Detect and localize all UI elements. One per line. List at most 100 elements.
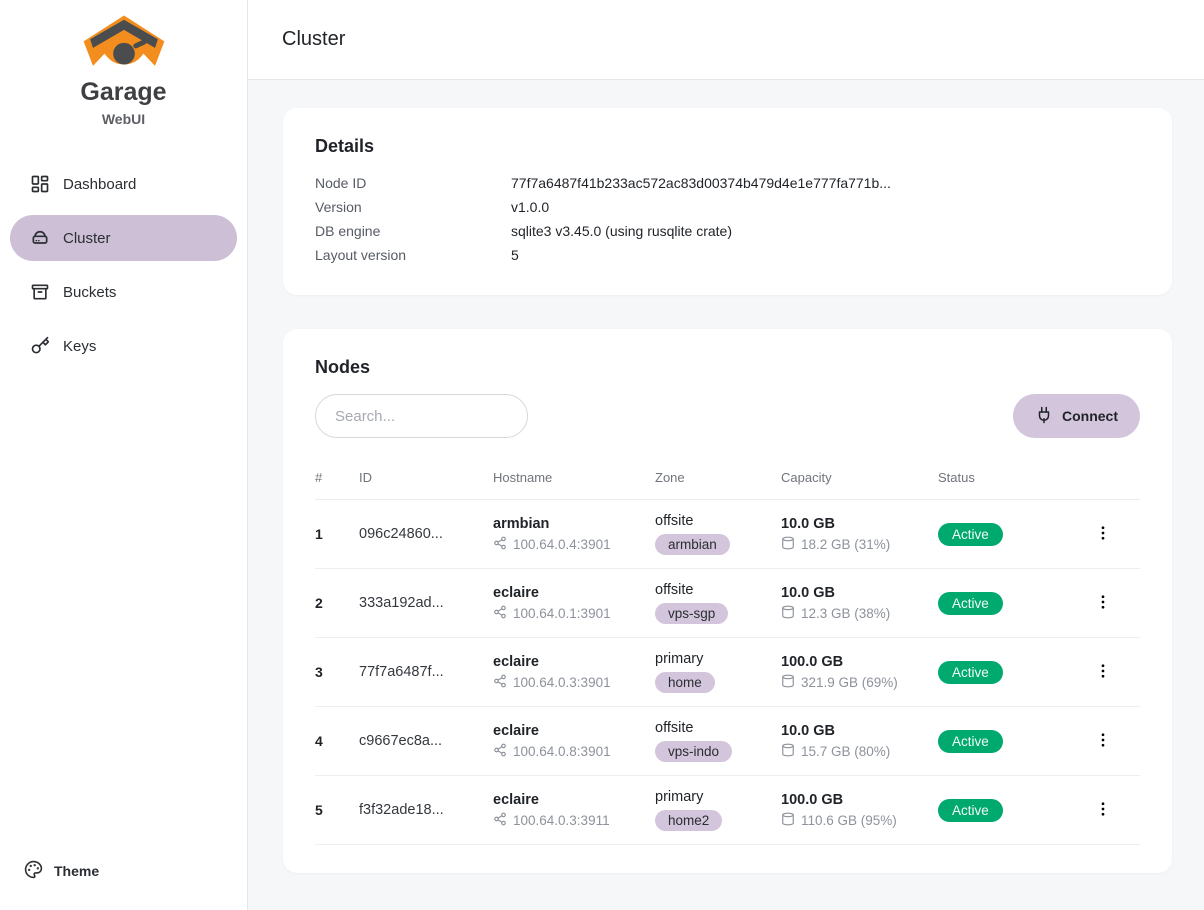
hostname-cell: eclaire 100.64.0.3:3901 [493,654,655,691]
sidebar-item-label: Dashboard [63,175,137,193]
detail-row-db-engine: DB engine sqlite3 v3.45.0 (using rusqlit… [315,219,1140,243]
sidebar: Garage WebUI Dashboard Cluster Buckets [0,0,248,910]
theme-label: Theme [54,863,100,879]
detail-label: Layout version [315,247,407,263]
capacity-value: 10.0 GB [781,584,835,601]
detail-label: Version [315,199,362,215]
ellipsis-vertical-icon [1094,593,1112,614]
theme-button[interactable]: Theme [10,850,113,892]
archive-icon [30,282,50,302]
zone-cell: offsite vps-indo [655,720,781,762]
capacity-value: 10.0 GB [781,722,835,739]
plug-icon [1035,406,1053,427]
logo-block: Garage WebUI [0,0,247,133]
share-icon [493,536,507,553]
node-number: 4 [315,733,323,749]
zone-tag-badge: armbian [655,534,730,555]
ellipsis-vertical-icon [1094,800,1112,821]
table-row: 5 f3f32ade18... eclaire 100.64.0.3:3911 … [315,776,1140,845]
hostname-cell: eclaire 100.64.0.8:3901 [493,723,655,760]
col-header-capacity: Capacity [781,470,832,485]
sidebar-item-label: Keys [63,337,97,355]
sidebar-item-cluster[interactable]: Cluster [10,215,237,261]
main-area: Cluster Details Node ID 77f7a6487f41b233… [248,0,1204,910]
table-row: 1 096c24860... armbian 100.64.0.4:3901 o… [315,500,1140,569]
col-header-zone: Zone [655,470,685,485]
sidebar-item-buckets[interactable]: Buckets [10,269,237,315]
row-menu-button[interactable] [1086,586,1120,620]
row-menu-button[interactable] [1086,724,1120,758]
zone-cell: primary home [655,651,781,693]
capacity-value: 10.0 GB [781,515,835,532]
node-address: 100.64.0.4:3901 [513,536,611,552]
nodes-title: Nodes [315,357,371,377]
status-badge: Active [938,591,1003,615]
details-card: Details Node ID 77f7a6487f41b233ac572ac8… [283,108,1172,295]
node-number: 5 [315,802,323,818]
zone-name: offsite [655,513,694,529]
node-address: 100.64.0.3:3911 [513,812,610,828]
node-id: c9667ec8a... [359,733,443,749]
detail-value: v1.0.0 [511,199,550,215]
node-address: 100.64.0.1:3901 [513,605,611,621]
sidebar-item-dashboard[interactable]: Dashboard [10,161,237,207]
database-icon [781,743,795,760]
nodes-table: # ID Hostname Zone Capacity Status 1 096… [315,464,1140,845]
row-menu-button[interactable] [1086,655,1120,689]
database-icon [781,674,795,691]
palette-icon [24,860,43,882]
details-title: Details [315,136,375,156]
detail-row-layout-version: Layout version 5 [315,243,1140,267]
search-input[interactable] [315,394,528,438]
sidebar-item-keys[interactable]: Keys [10,323,237,369]
row-menu-button[interactable] [1086,793,1120,827]
col-header-hostname: Hostname [493,470,553,485]
connect-label: Connect [1062,408,1118,424]
node-number: 3 [315,664,323,680]
nodes-card: Nodes Connect # ID Hostname Zone Capacit… [283,329,1172,873]
status-badge: Active [938,729,1003,753]
node-address: 100.64.0.3:3901 [513,674,611,690]
status-badge: Active [938,798,1003,822]
connect-button[interactable]: Connect [1013,394,1140,438]
node-number: 1 [315,526,323,542]
hostname-cell: eclaire 100.64.0.3:3911 [493,792,655,829]
share-icon [493,743,507,760]
zone-tag-badge: vps-sgp [655,603,729,624]
node-number: 2 [315,595,323,611]
row-menu-button[interactable] [1086,517,1120,551]
status-badge: Active [938,660,1003,684]
zone-name: primary [655,651,704,667]
hostname: armbian [493,515,550,532]
hostname: eclaire [493,722,539,739]
sidebar-item-label: Cluster [63,229,111,247]
hostname: eclaire [493,653,539,670]
capacity-cell: 10.0 GB 15.7 GB (80%) [781,723,938,760]
table-row: 2 333a192ad... eclaire 100.64.0.1:3901 o… [315,569,1140,638]
ellipsis-vertical-icon [1094,731,1112,752]
hostname-cell: eclaire 100.64.0.1:3901 [493,585,655,622]
table-row: 3 77f7a6487f... eclaire 100.64.0.3:3901 … [315,638,1140,707]
capacity-cell: 10.0 GB 18.2 GB (31%) [781,516,938,553]
zone-name: offsite [655,582,694,598]
used-capacity: 15.7 GB (80%) [801,743,891,759]
node-address: 100.64.0.8:3901 [513,743,611,759]
topbar: Cluster [248,0,1204,80]
database-icon [781,605,795,622]
status-badge: Active [938,522,1003,546]
zone-tag-badge: vps-indo [655,741,733,762]
cluster-icon [30,228,50,248]
used-capacity: 110.6 GB (95%) [801,812,897,828]
capacity-cell: 10.0 GB 12.3 GB (38%) [781,585,938,622]
sidebar-footer: Theme [0,832,247,910]
database-icon [781,536,795,553]
capacity-cell: 100.0 GB 110.6 GB (95%) [781,792,938,829]
detail-value: 77f7a6487f41b233ac572ac83d00374b479d4e1e… [511,175,891,191]
database-icon [781,812,795,829]
detail-row-node-id: Node ID 77f7a6487f41b233ac572ac83d00374b… [315,171,1140,195]
capacity-value: 100.0 GB [781,653,844,670]
zone-cell: offsite vps-sgp [655,582,781,624]
node-id: f3f32ade18... [359,802,444,818]
zone-cell: primary home2 [655,789,781,831]
detail-label: DB engine [315,223,381,239]
